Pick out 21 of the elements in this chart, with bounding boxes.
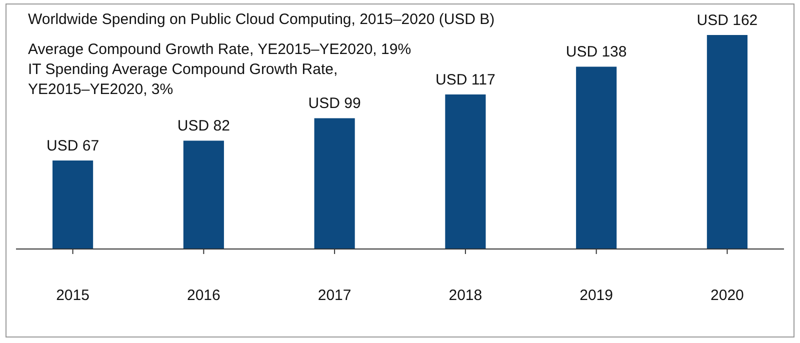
bar [706, 35, 748, 249]
bar [183, 140, 224, 249]
x-tick-label: 2016 [186, 287, 220, 304]
data-label: USD 162 [696, 12, 758, 29]
annotation: IT Spending Average Compound Growth Rate, YE2015–YE2020, 3% [28, 61, 338, 98]
chart-title: Worldwide Spending on Public Cloud Computing, 2015–2020 (USD B) [28, 11, 495, 28]
data-label: USD 99 [308, 95, 361, 112]
data-label: USD 117 [436, 71, 496, 88]
x-tick-label: 2015 [56, 287, 90, 304]
data-label: USD 138 [566, 44, 627, 61]
bar [314, 118, 355, 249]
x-tick-label: 2018 [448, 287, 482, 304]
data-label: USD 67 [46, 137, 100, 154]
bar [52, 160, 94, 249]
x-tick-label: 2017 [318, 287, 352, 304]
x-tick-label: 2019 [580, 287, 614, 304]
data-label: USD 82 [177, 118, 230, 135]
annotation: Average Compound Growth Rate, YE2015–YE2020, 19% [28, 41, 412, 58]
bar [576, 66, 617, 249]
x-tick-label: 2020 [710, 287, 744, 304]
bar [445, 94, 486, 249]
